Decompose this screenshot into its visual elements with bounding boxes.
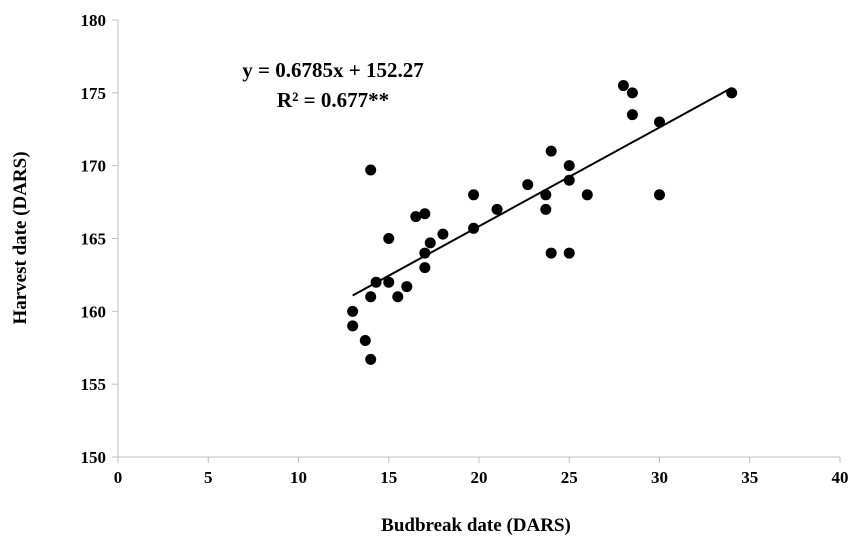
y-tick-label: 160: [81, 302, 107, 321]
data-point: [365, 164, 377, 176]
data-point: [370, 276, 382, 288]
data-point: [563, 247, 575, 259]
data-point: [563, 174, 575, 186]
data-point: [626, 87, 638, 99]
r-squared-label: R² = 0.677**: [277, 88, 389, 112]
x-tick-label: 40: [832, 468, 849, 487]
data-point: [545, 247, 557, 259]
y-tick-label: 175: [81, 84, 107, 103]
y-tick-label: 180: [81, 11, 107, 30]
x-tick-label: 10: [290, 468, 307, 487]
y-tick-label: 150: [81, 448, 107, 467]
x-tick-label: 35: [741, 468, 758, 487]
x-tick-label: 15: [380, 468, 397, 487]
data-point: [347, 320, 359, 332]
data-point: [654, 116, 665, 128]
data-point: [392, 291, 404, 303]
x-tick-label: 25: [561, 468, 578, 487]
data-point: [437, 228, 449, 240]
data-point: [424, 237, 436, 249]
data-point: [410, 211, 422, 223]
data-point: [726, 87, 738, 99]
data-point: [468, 189, 480, 201]
data-point: [654, 189, 665, 201]
x-axis-title: Budbreak date (DARS): [381, 515, 571, 536]
y-tick-label: 170: [81, 157, 107, 176]
data-point: [563, 160, 575, 172]
data-point: [626, 109, 638, 121]
data-point: [365, 291, 377, 303]
data-point: [581, 189, 593, 201]
x-tick-label: 5: [204, 468, 213, 487]
data-point: [540, 189, 552, 201]
data-point: [419, 262, 431, 274]
data-point: [468, 222, 480, 234]
data-point: [522, 179, 534, 191]
y-tick-label: 155: [81, 375, 107, 394]
y-axis-title: Harvest date (DARS): [10, 151, 31, 324]
x-tick-label: 20: [471, 468, 488, 487]
data-point: [359, 334, 371, 346]
data-point: [540, 203, 552, 215]
data-point: [419, 208, 431, 220]
x-tick-label: 30: [651, 468, 668, 487]
data-point: [617, 80, 629, 92]
y-tick-label: 165: [81, 230, 107, 249]
data-point: [347, 305, 359, 317]
data-point: [365, 353, 377, 365]
data-point: [383, 233, 395, 244]
plot-area: 150 155 160 165 170 175 180 0 5 10 15 20 25 30 35 40: [81, 11, 849, 487]
equation-label: y = 0.6785x + 152.27: [242, 58, 423, 82]
data-point: [383, 276, 395, 288]
data-point: [545, 145, 557, 157]
data-point: [419, 247, 431, 259]
data-point: [491, 203, 503, 215]
x-tick-label: 0: [114, 468, 123, 487]
data-point: [401, 281, 413, 293]
